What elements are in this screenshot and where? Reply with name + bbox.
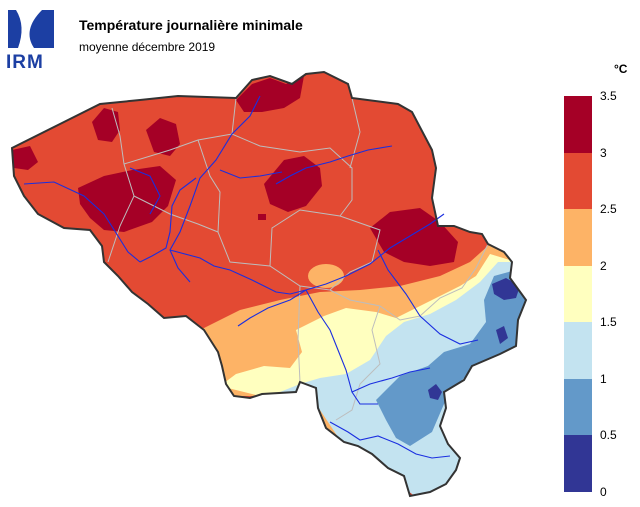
legend-swatch <box>564 378 592 435</box>
belgium-temperature-map <box>11 71 527 497</box>
zone-3-to-3-5-west <box>78 166 176 232</box>
zone-3-to-3-5-antwerp <box>146 118 180 156</box>
logo-right-wing <box>29 10 54 48</box>
temperature-zones <box>12 72 526 496</box>
zone-3-to-3-5-antwerp-w <box>92 108 120 142</box>
zone-3-to-3-5-antwerp-n <box>236 76 304 112</box>
legend-tick-label: 0.5 <box>600 428 617 442</box>
legend-tick-label: 1 <box>600 371 607 386</box>
rivers <box>23 95 479 459</box>
map-title: Température journalière minimale <box>79 17 303 33</box>
river-lys <box>23 181 141 263</box>
legend-swatch <box>564 322 592 379</box>
legend-unit: °C <box>614 62 628 76</box>
irm-logo <box>8 10 54 48</box>
river-lesse <box>351 367 431 393</box>
legend-tick-label: 0 <box>600 484 607 499</box>
map-subtitle: moyenne décembre 2019 <box>79 40 216 54</box>
legend-swatch <box>564 265 592 322</box>
zone-3-to-3-5-center-spot <box>258 214 266 220</box>
river-nethe <box>129 167 161 215</box>
legend-tick-label: 3.5 <box>600 89 617 103</box>
river-dyle <box>275 145 393 185</box>
zone-0-5-to-1 <box>376 270 526 446</box>
legend-tick-label: 2.5 <box>600 202 617 216</box>
legend-tick-label: 3 <box>600 145 607 160</box>
logo-left-wing <box>8 10 22 48</box>
zone-3-to-3-5-brussels <box>264 156 322 212</box>
legend-swatch <box>564 209 592 266</box>
legend-tick-label: 1.5 <box>600 315 617 329</box>
zone-3-to-3-5-coast <box>12 146 38 170</box>
river-scheldt <box>169 95 261 283</box>
river-meuse <box>237 213 445 327</box>
zone-0-to-0-5-ardennes <box>428 384 442 400</box>
zone-0-to-0-5-south <box>496 326 508 344</box>
river-dender <box>139 177 197 263</box>
legend-swatch <box>564 152 592 209</box>
river-semois <box>329 421 451 459</box>
zone-3-to-3-5-liege <box>370 208 458 266</box>
river-sambre <box>169 249 307 295</box>
river-ourthe <box>377 249 479 345</box>
river-meuse-south <box>305 289 378 405</box>
legend-tick-label: 2 <box>600 258 607 273</box>
river-demer <box>219 169 283 179</box>
zone-2-to-2-5-center <box>308 264 344 288</box>
logo-text: IRM <box>6 52 44 73</box>
legend-swatch <box>564 96 592 153</box>
legend-swatch <box>564 435 592 492</box>
